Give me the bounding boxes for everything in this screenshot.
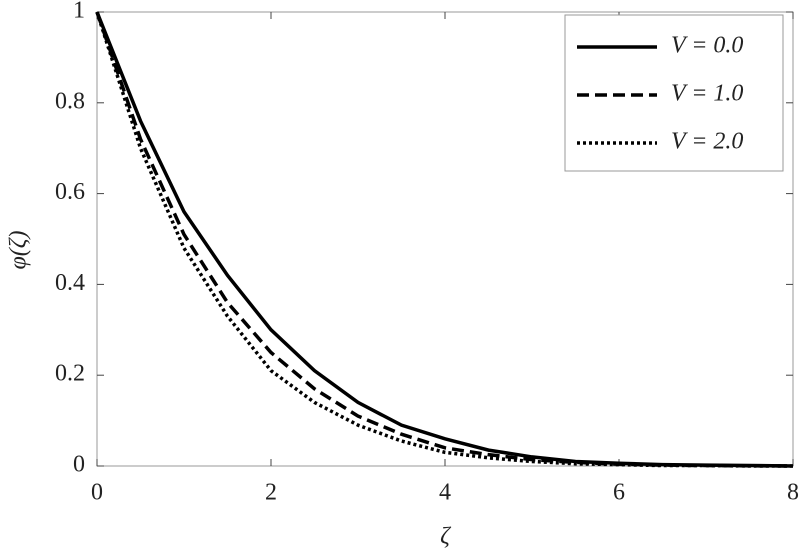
- y-tick-label: 1: [73, 0, 85, 24]
- x-tick-label: 0: [91, 480, 103, 506]
- y-tick-label: 0.2: [55, 361, 85, 387]
- x-tick-label: 4: [439, 480, 451, 506]
- y-tick-label: 0.8: [55, 88, 85, 114]
- y-tick-label: 0: [73, 452, 85, 478]
- series-line: [95, 11, 793, 468]
- x-tick-label: 6: [613, 480, 625, 506]
- y-axis-label: φ(ζ): [6, 231, 32, 270]
- x-axis-label: ζ: [440, 524, 452, 550]
- legend-label: V = 0.0: [671, 33, 743, 59]
- legend-label: V = 1.0: [671, 81, 743, 107]
- x-tick-label: 2: [265, 480, 277, 506]
- legend-box: [564, 14, 784, 172]
- x-tick-label: 8: [787, 480, 799, 506]
- y-tick-label: 0.6: [55, 179, 85, 205]
- y-tick-label: 0.4: [55, 270, 85, 296]
- legend-label: V = 2.0: [671, 129, 743, 155]
